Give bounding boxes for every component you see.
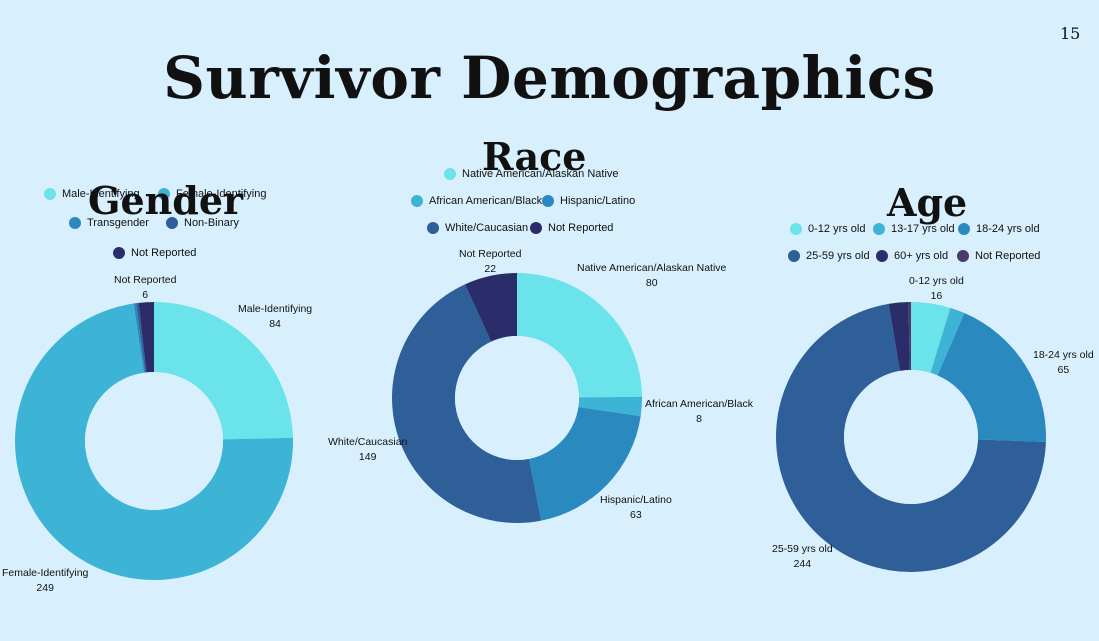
donut-slice-non-binary [136,302,147,373]
legend-label: Hispanic/Latino [560,195,636,207]
legend-swatch [427,222,439,234]
legend-item: Not Reported [957,250,1040,262]
legend-item: African American/Black [411,195,542,207]
donut-slice-transgender [133,303,146,373]
donut-slice-0-12-yrs-old [911,302,951,373]
legend-item: 25-59 yrs old [788,250,870,262]
slide-title: Survivor Demographics [163,44,936,112]
data-label: 0-12 yrs old 16 [909,275,964,302]
data-label: Male-Identifying 84 [238,303,313,330]
legend-label: Female-Identifying [176,188,267,200]
donut-slice-60-yrs-old [888,302,910,371]
legend-label: 25-59 yrs old [806,250,870,262]
legend-swatch [790,223,802,235]
donut-slice-native-american-alaskan-native [517,273,642,398]
donut-slice-not-reported [138,302,154,373]
donut-slice-female-identifying [15,303,293,580]
legend-label: African American/Black [429,195,543,207]
legend-swatch [69,217,81,229]
legend-item: 13-17 yrs old [873,223,955,235]
legend-label: 13-17 yrs old [891,223,955,235]
legend-item: Non-Binary [166,217,239,229]
data-label: Native American/Alaskan Native 80 [577,262,727,289]
data-label: White/Caucasian 149 [328,436,408,463]
legend-label: 60+ yrs old [894,250,949,262]
legend-item: 18-24 yrs old [958,223,1040,235]
legend-label: Not Reported [548,222,614,234]
legend-swatch [958,223,970,235]
legend-label: 18-24 yrs old [976,223,1040,235]
legend-label: Native American/Alaskan Native [462,168,619,180]
data-label: 18-24 yrs old 65 [1033,349,1094,376]
donut-slice-25-59-yrs-old [776,303,1046,572]
legend-label: Not Reported [975,250,1041,262]
donut-slice-white-caucasian [391,284,542,524]
legend-swatch [530,222,542,234]
legend-swatch [113,247,125,259]
legend-swatch [957,250,969,262]
race-chart-title: Race [482,134,587,179]
legend-label: Male-Identifying [62,188,140,200]
legend-label: Transgender [87,217,149,229]
age-donut [776,302,1046,572]
data-label: Hispanic/Latino 63 [600,494,672,521]
donut-slice-13-17-yrs-old [930,307,965,376]
race-donut [391,273,642,524]
legend-item: Transgender [69,217,149,229]
donut-slice-african-american-black [578,396,642,417]
legend-swatch [542,195,554,207]
data-label: Female-Identifying 249 [2,567,89,594]
donut-slice-male-identifying [154,302,293,440]
donut-hole [85,372,223,510]
data-label: Not Reported 22 [459,248,522,275]
legend-label: 0-12 yrs old [808,223,866,235]
legend-label: Not Reported [131,247,197,259]
legend-item: 60+ yrs old [876,250,948,262]
donut-hole [844,370,978,504]
legend-item: Not Reported [113,247,196,259]
age-chart-title: Age [887,180,968,225]
legend-label: White/Caucasian [445,222,529,234]
data-label: African American/Black 8 [645,398,753,425]
legend-swatch [788,250,800,262]
legend-item: Male-Identifying [44,188,140,200]
legend-item: Native American/Alaskan Native [444,168,619,180]
legend-swatch [444,168,456,180]
legend-swatch [158,188,170,200]
legend-swatch [411,195,423,207]
donut-slice-not-reported [464,273,517,342]
page-number: 15 [1060,24,1081,43]
donut-slice-hispanic-latino [529,407,641,521]
legend-item: Female-Identifying [158,188,267,200]
legend-swatch [44,188,56,200]
gender-donut [15,302,293,580]
legend-item: White/Caucasian [427,222,528,234]
donut-slice-not-reported [908,302,911,371]
gender-chart-title: Gender [88,178,244,223]
data-label: 25-59 yrs old 244 [772,543,833,570]
legend-swatch [873,223,885,235]
donut-hole [455,336,579,460]
donut-slice-18-24-yrs-old [937,313,1046,442]
legend-item: Hispanic/Latino [542,195,635,207]
legend-swatch [166,217,178,229]
legend-item: Not Reported [530,222,613,234]
legend-swatch [876,250,888,262]
legend-item: 0-12 yrs old [790,223,865,235]
data-label: Not Reported 6 [114,274,177,301]
legend-label: Non-Binary [184,217,240,229]
